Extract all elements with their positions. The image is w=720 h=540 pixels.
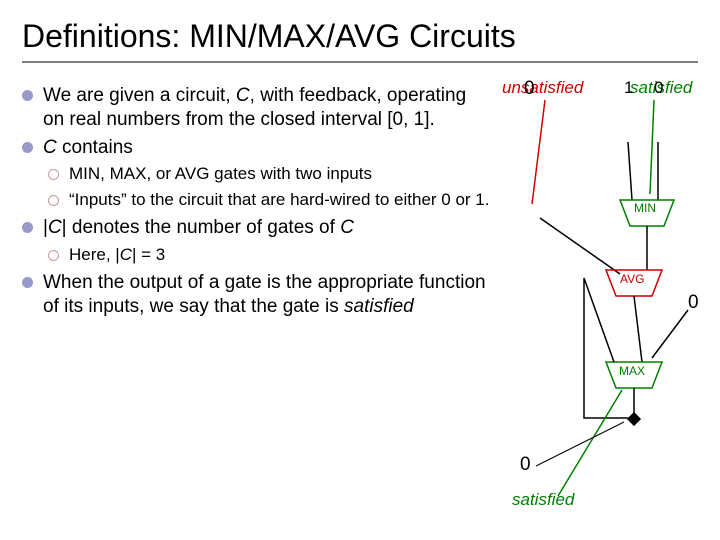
text-italic: C xyxy=(340,217,354,238)
bullet-icon xyxy=(22,90,33,101)
label-satisfied-bottom: satisfied xyxy=(512,490,574,510)
gate-max-label: MAX xyxy=(619,364,645,378)
ring-icon xyxy=(48,250,59,261)
text-italic: C xyxy=(43,137,57,158)
bullet-text: When the output of a gate is the appropr… xyxy=(43,271,492,319)
sub-bullet-3: Here, |C| = 3 xyxy=(22,244,492,265)
bullet-4: When the output of a gate is the appropr… xyxy=(22,271,492,319)
text: contains xyxy=(57,137,133,158)
gate-avg-label: AVG xyxy=(620,272,644,286)
title-divider xyxy=(22,61,698,63)
wires-svg xyxy=(492,78,712,518)
text: Here, |C| = 3 xyxy=(69,244,165,265)
bullet-3: |C| denotes the number of gates of C xyxy=(22,216,492,240)
bullet-1: We are given a circuit, C, with feedback… xyxy=(22,84,492,132)
sub-bullet-1: MIN, MAX, or AVG gates with two inputs xyxy=(22,163,492,184)
slide-title: Definitions: MIN/MAX/AVG Circuits xyxy=(0,0,720,55)
bullet-text: C contains xyxy=(43,136,133,160)
text: When the output of a gate is the appropr… xyxy=(43,272,486,317)
bullet-icon xyxy=(22,277,33,288)
text-italic: C xyxy=(236,85,250,106)
text-italic: C xyxy=(120,245,132,264)
bullet-text: |C| denotes the number of gates of C xyxy=(43,216,354,240)
circuit-diagram: unsatisfied satisfied 1 0 0 xyxy=(492,78,712,518)
bullet-icon xyxy=(22,222,33,233)
label-zero-bottom: 0 xyxy=(520,454,531,476)
bullet-2: C contains xyxy=(22,136,492,160)
text-italic: C xyxy=(48,217,62,238)
ring-icon xyxy=(48,195,59,206)
text: MIN, MAX, or AVG gates with two inputs xyxy=(69,163,372,184)
text-italic: satisfied xyxy=(344,296,414,317)
ring-icon xyxy=(48,169,59,180)
sub-bullet-2: “Inputs” to the circuit that are hard-wi… xyxy=(22,189,492,210)
text: We are given a circuit, xyxy=(43,85,236,106)
bullet-text: We are given a circuit, C, with feedback… xyxy=(43,84,492,132)
text: Here, | xyxy=(69,245,120,264)
content-body: We are given a circuit, C, with feedback… xyxy=(22,84,492,322)
text: | denotes the number of gates of xyxy=(62,217,341,238)
text: | = 3 xyxy=(132,245,165,264)
bullet-icon xyxy=(22,142,33,153)
text: “Inputs” to the circuit that are hard-wi… xyxy=(69,189,489,210)
label-zero-right: 0 xyxy=(688,292,699,314)
gate-min-label: MIN xyxy=(634,201,656,215)
